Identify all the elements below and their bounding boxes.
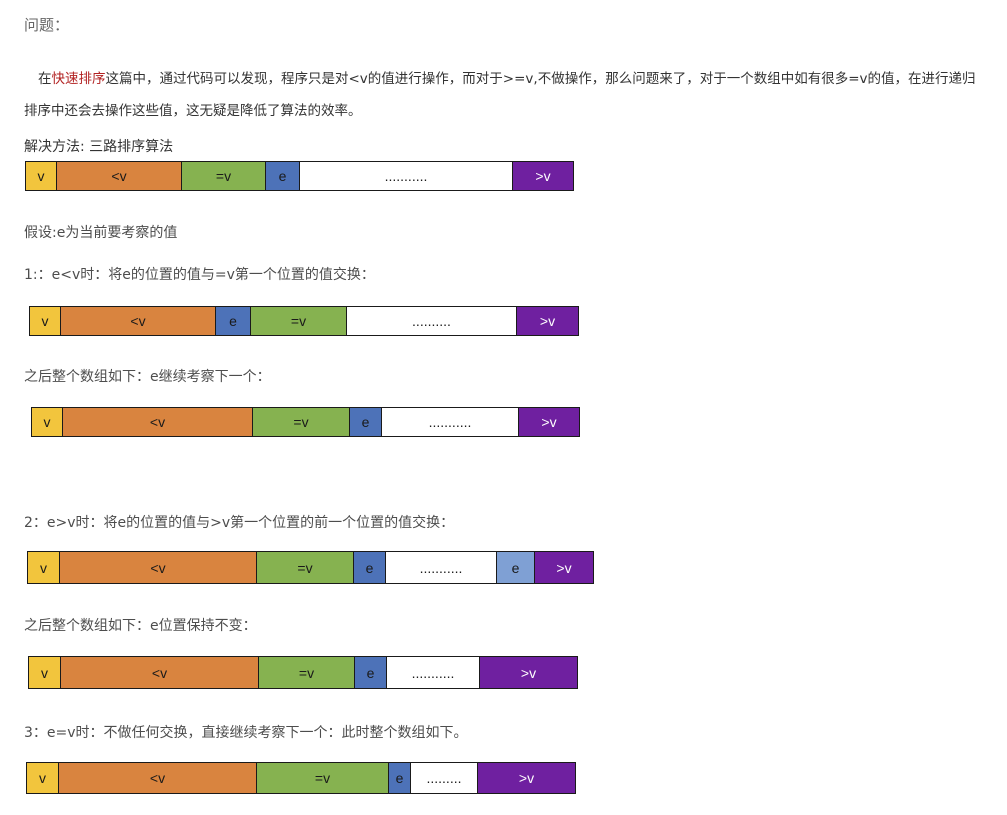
cell-v: v	[27, 763, 59, 793]
array-diagram-after-step2: v <v =v e ........... >v	[28, 656, 578, 689]
cell-less-than-v: <v	[61, 307, 216, 335]
cell-greater-than-v: >v	[478, 763, 575, 793]
cell-unprocessed: .........	[411, 763, 478, 793]
cell-v: v	[29, 657, 61, 688]
solution-heading: 解决方法: 三路排序算法	[24, 139, 174, 155]
cell-less-than-v: <v	[60, 552, 257, 583]
cell-e: e	[354, 552, 386, 583]
cell-greater-than-v: >v	[480, 657, 577, 688]
step2-text: 2：e>v时：将e的位置的值与>v第一个位置的前一个位置的值交换：	[24, 515, 455, 531]
cell-less-than-v: <v	[61, 657, 259, 688]
array-diagram-after-step1: v <v =v e ........... >v	[31, 407, 580, 437]
cell-e: e	[216, 307, 251, 335]
cell-unprocessed: ..........	[347, 307, 517, 335]
cell-less-than-v: <v	[59, 763, 257, 793]
after-step2-text: 之后整个数组如下：e位置保持不变：	[24, 618, 257, 634]
cell-greater-than-v: >v	[517, 307, 578, 335]
cell-equal-v: =v	[251, 307, 347, 335]
cell-less-than-v: <v	[57, 162, 182, 190]
cell-unprocessed: ...........	[387, 657, 480, 688]
cell-equal-v: =v	[253, 408, 350, 436]
cell-e: e	[389, 763, 411, 793]
cell-greater-than-v: >v	[513, 162, 573, 190]
cell-unprocessed: ...........	[382, 408, 519, 436]
cell-greater-than-v: >v	[519, 408, 579, 436]
cell-v: v	[30, 307, 61, 335]
cell-unprocessed: ...........	[300, 162, 513, 190]
step3-text: 3：e=v时：不做任何交换，直接继续考察下一个：此时整个数组如下。	[24, 725, 468, 741]
intro-paragraph: 在快速排序这篇中，通过代码可以发现，程序只是对<v的值进行操作，而对于>=v,不…	[24, 63, 984, 127]
array-diagram-step2: v <v =v e ........... e >v	[27, 551, 594, 584]
cell-v: v	[32, 408, 63, 436]
cell-equal-v: =v	[182, 162, 266, 190]
page-title: 问题：	[24, 16, 70, 34]
intro-post: 这篇中，通过代码可以发现，程序只是对<v的值进行操作，而对于>=v,不做操作，那…	[24, 71, 976, 119]
quicksort-link[interactable]: 快速排序	[51, 71, 106, 87]
assumption-text: 假设:e为当前要考察的值	[24, 225, 178, 241]
cell-less-than-v: <v	[63, 408, 253, 436]
array-diagram-step1: v <v e =v .......... >v	[29, 306, 579, 336]
step1-text: 1:：e<v时：将e的位置的值与=v第一个位置的值交换：	[24, 267, 375, 283]
cell-unprocessed: ...........	[386, 552, 497, 583]
cell-e: e	[355, 657, 387, 688]
cell-e: e	[266, 162, 300, 190]
intro-pre: 在	[38, 71, 52, 87]
cell-equal-v: =v	[257, 552, 354, 583]
after-step1-text: 之后整个数组如下：e继续考察下一个：	[24, 369, 271, 385]
cell-v: v	[28, 552, 60, 583]
cell-v: v	[26, 162, 57, 190]
array-diagram-initial: v <v =v e ........... >v	[25, 161, 574, 191]
cell-greater-than-v: >v	[535, 552, 593, 583]
cell-e: e	[350, 408, 382, 436]
cell-equal-v: =v	[257, 763, 389, 793]
array-diagram-step3: v <v =v e ......... >v	[26, 762, 576, 794]
cell-equal-v: =v	[259, 657, 355, 688]
cell-swap-target: e	[497, 552, 535, 583]
